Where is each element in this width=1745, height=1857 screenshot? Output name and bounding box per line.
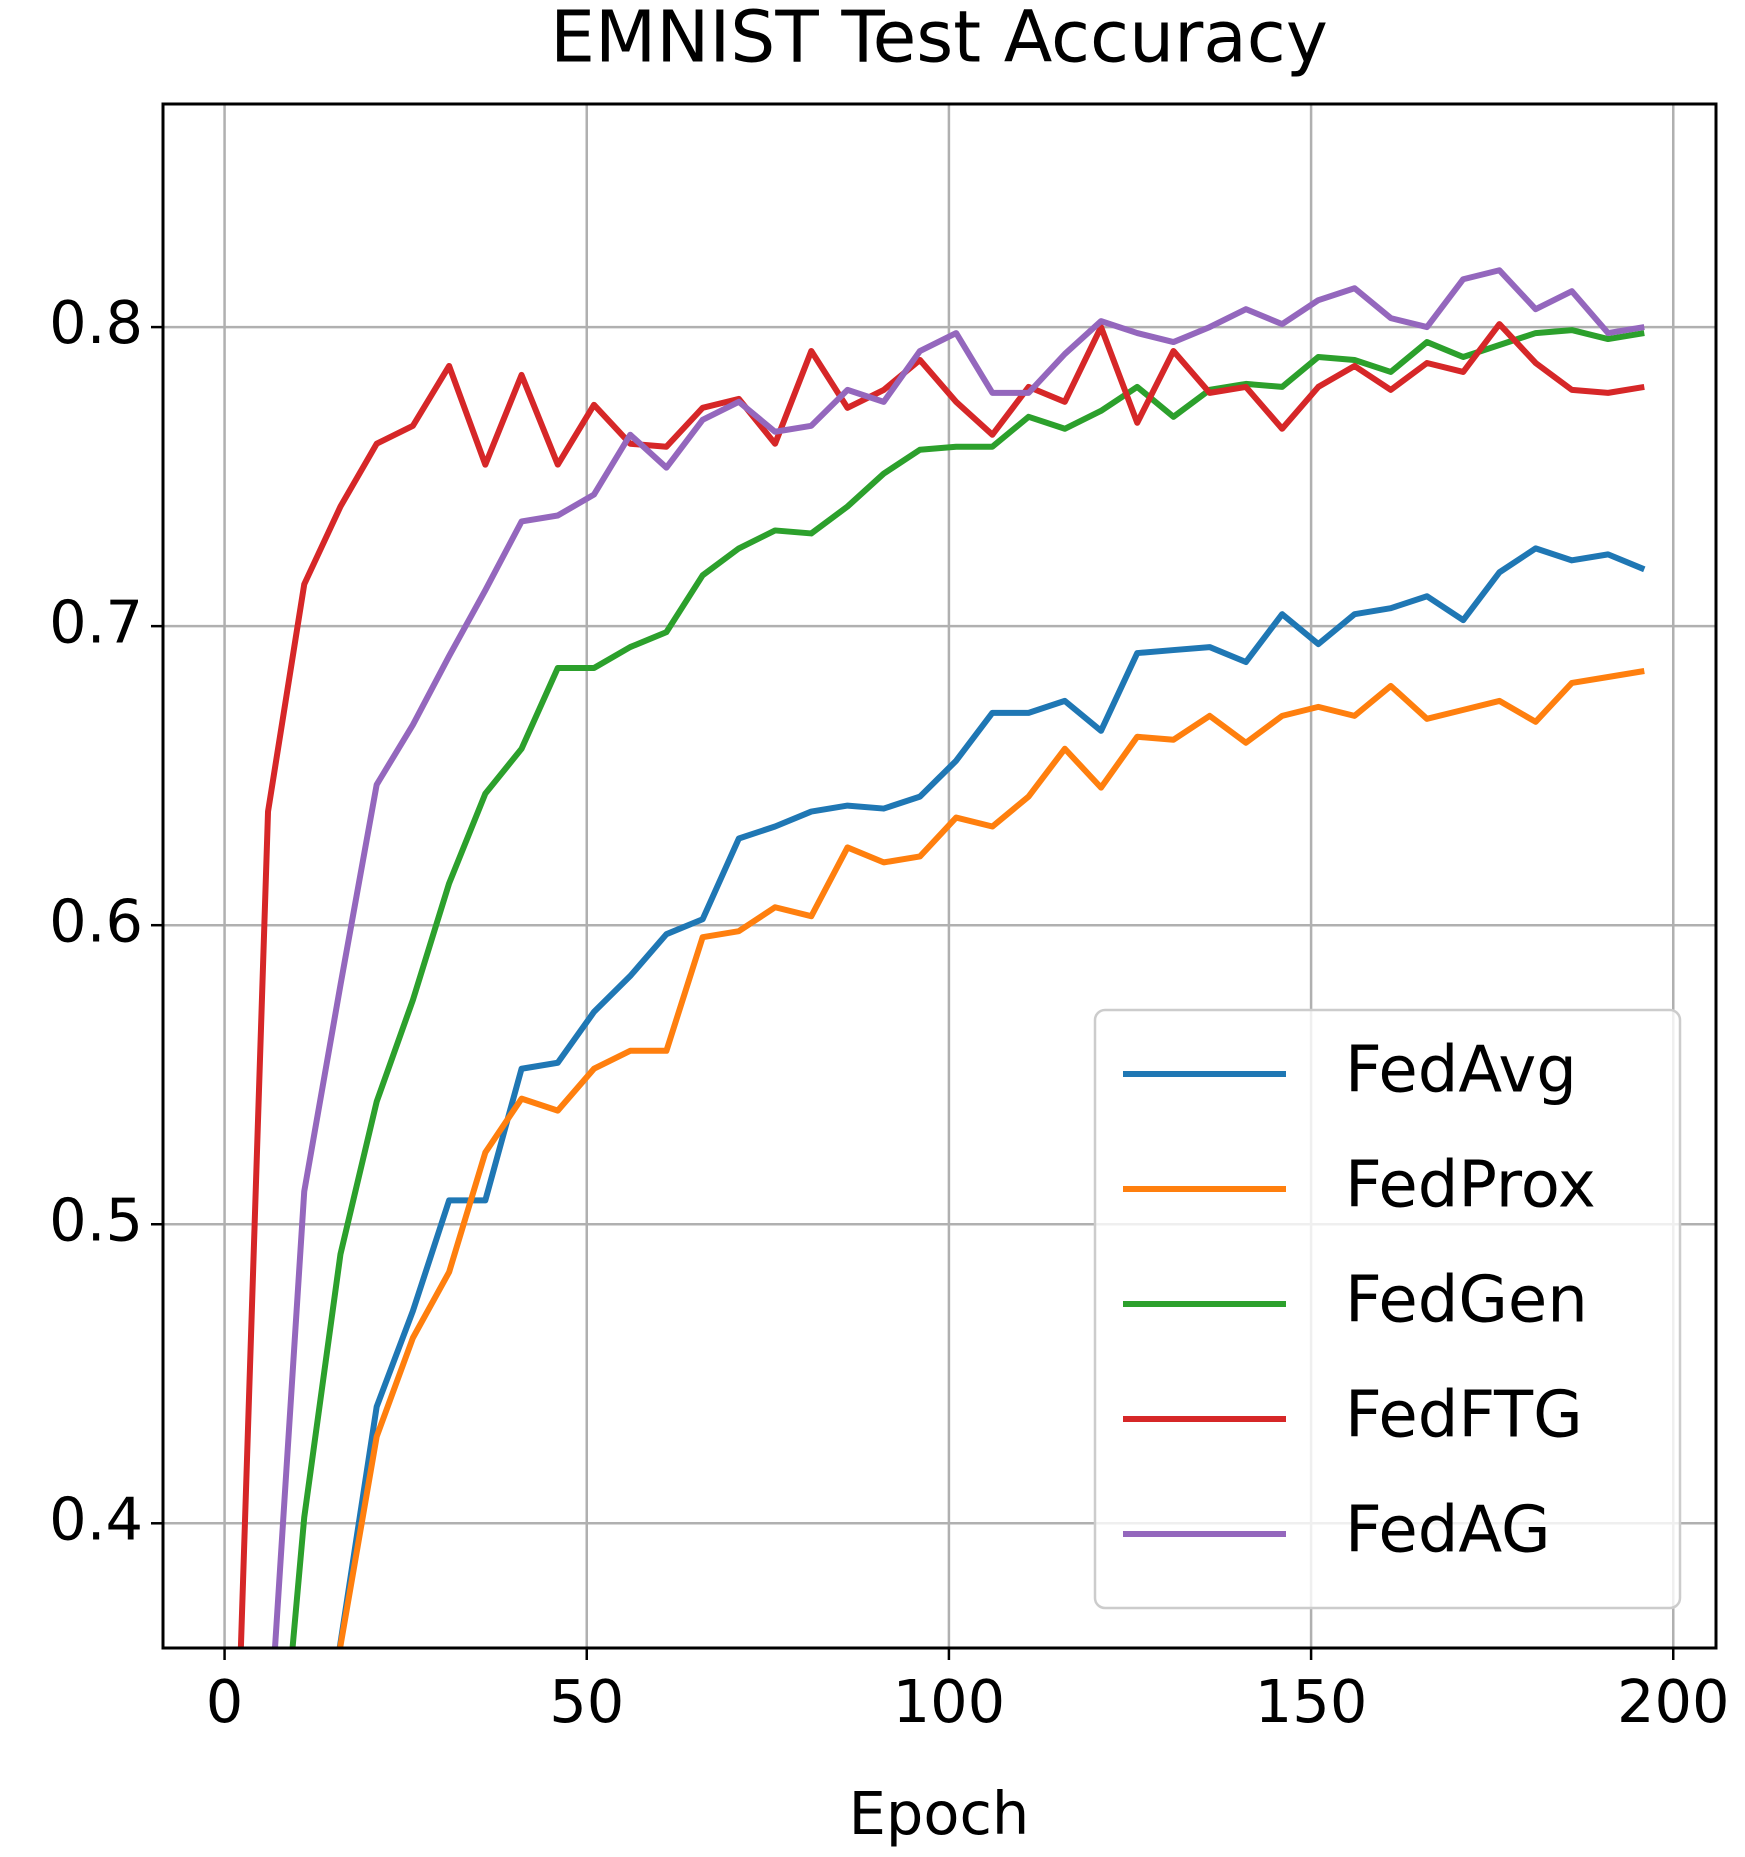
chart-title: EMNIST Test Accuracy [550,0,1328,79]
x-axis-label: Epoch [849,1779,1030,1848]
plot-frame [161,102,1718,1650]
legend: FedAvg FedProx FedGen FedFTG FedAG [1093,1008,1682,1610]
y-tick-label: 0.4 [49,1484,143,1553]
series-line [337,668,1645,1648]
legend-box [1093,1008,1682,1610]
y-tick-label: 0.6 [49,886,143,955]
series-line [336,545,1646,1648]
x-tick-label: 100 [893,1667,1006,1736]
series-line [289,327,1645,1648]
x-tick-label: 150 [1255,1667,1368,1736]
legend-label: FedGen [1345,1264,1588,1338]
x-tick-label: 50 [549,1667,624,1736]
series-line [271,267,1645,1648]
x-tick-label: 0 [206,1667,244,1736]
legend-label: FedProx [1345,1149,1596,1223]
x-tick-label: 200 [1617,1667,1730,1736]
plot-area [237,267,1646,1648]
y-tick-label: 0.7 [49,587,143,656]
legend-label: FedAvg [1345,1034,1577,1108]
y-tick-label: 0.8 [49,288,143,357]
ticks: 0 50 100 150 200 0.4 0.5 0.6 0.7 0.8 [49,288,1729,1736]
series-line [237,321,1645,1648]
legend-label: FedAG [1345,1494,1551,1568]
legend-label: FedFTG [1345,1379,1583,1453]
y-tick-label: 0.5 [49,1185,143,1254]
